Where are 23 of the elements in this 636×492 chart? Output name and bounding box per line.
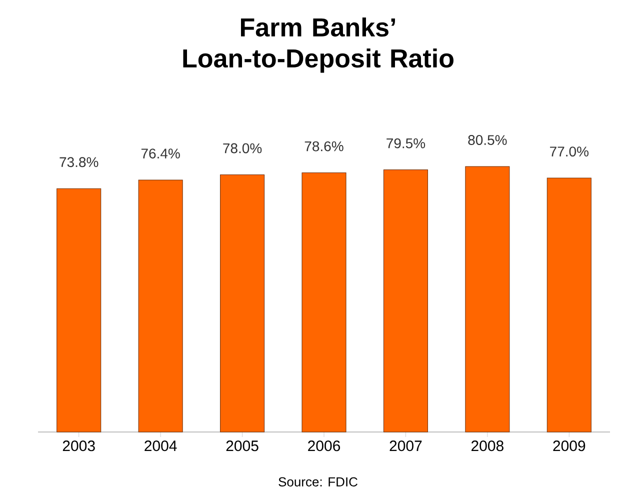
x-tick-label: 2005 xyxy=(226,440,258,452)
bar xyxy=(138,180,183,432)
x-tick-label: 2006 xyxy=(308,440,340,452)
data-label: 77.0% xyxy=(550,146,588,157)
x-tick-label: 2008 xyxy=(472,440,504,452)
chart-title: Farm Banks’ Loan-to-Deposit Ratio xyxy=(183,18,454,73)
data-label: 73.8% xyxy=(60,157,98,168)
data-label: 78.6% xyxy=(304,141,344,152)
bar xyxy=(56,188,102,432)
data-label: 80.5% xyxy=(468,135,507,145)
bar xyxy=(546,178,592,432)
x-tick-label: 2004 xyxy=(144,440,177,452)
bar xyxy=(383,170,428,432)
source-note: Source: FDIC xyxy=(278,477,358,486)
x-tick-label: 2009 xyxy=(553,440,586,452)
bar xyxy=(220,174,265,432)
data-label: 79.5% xyxy=(386,138,426,148)
bar xyxy=(465,166,510,432)
data-label: 78.0% xyxy=(223,143,262,154)
x-tick-label: 2007 xyxy=(390,440,422,452)
bar xyxy=(302,172,346,432)
data-label: 76.4% xyxy=(141,148,180,158)
x-tick-label: 2003 xyxy=(62,440,95,452)
